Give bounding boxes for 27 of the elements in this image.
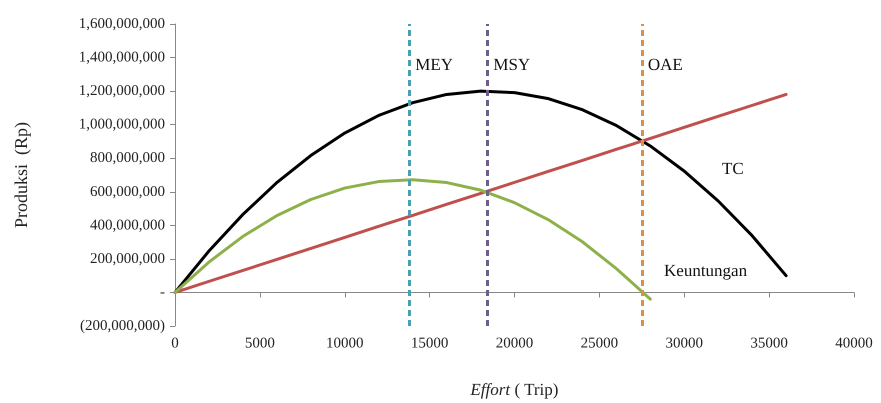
- ref-line-label: OAE: [648, 55, 683, 74]
- y-tick-label: 1,400,000,000: [78, 50, 165, 66]
- ref-line-label: MEY: [415, 55, 454, 74]
- y-tick-label: 1,000,000,000: [78, 116, 165, 133]
- y-tick-label: 1,200,000,000: [78, 83, 165, 100]
- annotation: Keuntungan: [664, 261, 748, 280]
- y-tick-label: 400,000,000: [90, 217, 165, 234]
- annotation: TC: [722, 159, 744, 178]
- x-tick-label: 0: [171, 336, 179, 352]
- x-tick-label: 15000: [410, 336, 448, 352]
- y-tick-label: (200,000,000): [80, 318, 165, 334]
- ref-line-label: MSY: [493, 55, 530, 74]
- x-tick-label: 40000: [835, 336, 873, 352]
- x-tick-label: 30000: [666, 336, 703, 352]
- y-tick-label: 200,000,000: [90, 250, 165, 267]
- x-tick-label: 25000: [580, 336, 618, 352]
- y-tick-label: 600,000,000: [90, 184, 165, 200]
- x-tick-label: 35000: [750, 336, 788, 352]
- x-axis-title: Effort ( Trip): [469, 380, 558, 399]
- x-tick-label: 20000: [496, 336, 534, 352]
- y-tick-label: 1,600,000,000: [78, 16, 165, 32]
- x-tick-label: 10000: [326, 336, 364, 352]
- y-tick-label: 800,000,000: [90, 150, 165, 166]
- line-series: [174, 178, 652, 301]
- y-axis-title: Produksi (Rp): [11, 122, 31, 228]
- y-tick-label: -: [160, 284, 165, 300]
- x-tick-label: 5000: [244, 336, 275, 352]
